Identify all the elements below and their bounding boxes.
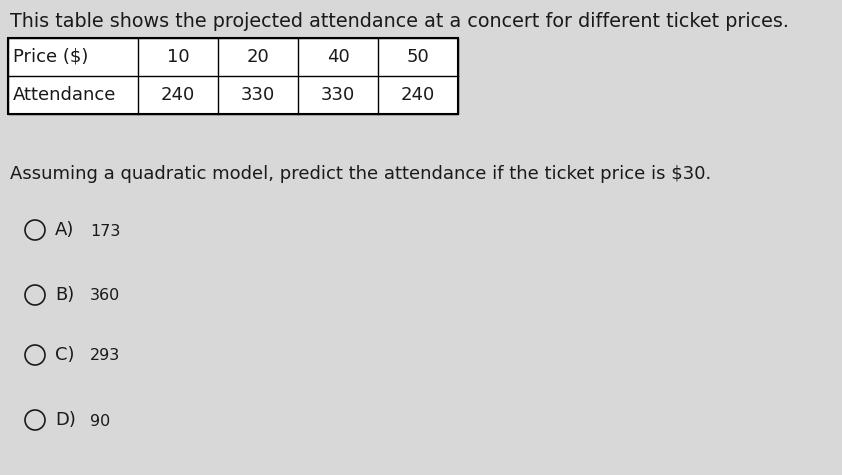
Text: 360: 360	[90, 288, 120, 304]
Text: A): A)	[55, 221, 74, 239]
Bar	[8, 38, 458, 114]
Text: Attendance: Attendance	[13, 86, 116, 104]
Text: C): C)	[55, 346, 74, 364]
Text: B): B)	[55, 286, 74, 304]
Text: Price ($): Price ($)	[13, 48, 88, 66]
Bar	[8, 38, 458, 114]
Text: 240: 240	[161, 86, 195, 104]
Text: 90: 90	[90, 414, 110, 428]
Text: 173: 173	[90, 224, 120, 238]
Text: 330: 330	[241, 86, 275, 104]
Text: 20: 20	[247, 48, 269, 66]
Text: 10: 10	[167, 48, 189, 66]
Text: D): D)	[55, 411, 76, 429]
Text: 293: 293	[90, 349, 120, 363]
Text: 50: 50	[407, 48, 429, 66]
Text: 240: 240	[401, 86, 435, 104]
Text: Assuming a quadratic model, predict the attendance if the ticket price is $30.: Assuming a quadratic model, predict the …	[10, 165, 711, 183]
Text: 330: 330	[321, 86, 355, 104]
Text: 40: 40	[327, 48, 349, 66]
Text: This table shows the projected attendance at a concert for different ticket pric: This table shows the projected attendanc…	[10, 12, 789, 31]
